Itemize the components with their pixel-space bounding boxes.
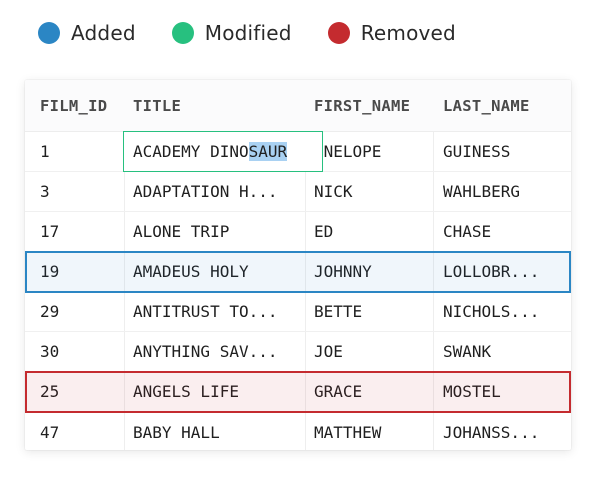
column-header-film-id[interactable]: FILM_ID [40, 96, 108, 115]
cell-last-name[interactable]: JOHANSS... [443, 422, 540, 442]
column-divider [305, 80, 306, 450]
cell-first-name[interactable]: BETTE [314, 302, 363, 321]
cell-film-id[interactable]: 47 [40, 422, 60, 442]
legend: Added Modified Removed [38, 20, 456, 46]
cell-first-name[interactable]: NICK [314, 182, 353, 201]
cell-first-name[interactable]: MATTHEW [314, 422, 382, 442]
legend-label-added: Added [71, 21, 136, 45]
removed-dot-icon [327, 22, 350, 44]
cell-last-name[interactable]: GUINESS [443, 142, 511, 161]
cell-title[interactable]: ANTITRUST TO... [133, 302, 278, 321]
cell-first-name[interactable]: JOE [314, 342, 343, 361]
table-row[interactable]: 17 ALONE TRIP ED CHASE [25, 212, 571, 252]
cell-title[interactable]: BABY HALL [133, 422, 220, 442]
column-divider [433, 80, 434, 450]
modified-dot-icon [171, 22, 194, 44]
cell-first-name[interactable]: ENELOPE [314, 142, 382, 161]
modified-cell-editor[interactable]: ACADEMY DINO SAUR [133, 132, 288, 171]
cell-film-id[interactable]: 29 [40, 302, 60, 321]
modified-title-text: ACADEMY DINO [133, 142, 249, 161]
added-dot-icon [38, 22, 60, 44]
legend-label-removed: Removed [360, 21, 456, 45]
cell-title[interactable]: AMADEUS HOLY [133, 262, 249, 281]
cell-first-name[interactable]: JOHNNY [314, 262, 372, 281]
cell-last-name[interactable]: WAHLBERG [443, 182, 521, 201]
added-row-highlight [25, 251, 571, 293]
cell-film-id[interactable]: 19 [40, 262, 60, 281]
table-row[interactable]: 30 ANYTHING SAV... JOE SWANK [25, 332, 571, 372]
column-divider [124, 80, 125, 450]
column-header-first-name[interactable]: FIRST_NAME [314, 96, 411, 115]
column-header-title[interactable]: TITLE [133, 96, 182, 115]
cell-first-name[interactable]: ED [314, 222, 334, 241]
table-row[interactable]: 19 AMADEUS HOLY JOHNNY LOLLOBR... [25, 252, 571, 292]
cell-last-name[interactable]: CHASE [443, 222, 492, 241]
cell-film-id[interactable]: 25 [40, 382, 60, 401]
legend-item-modified: Modified [171, 21, 292, 45]
cell-last-name[interactable]: SWANK [443, 342, 492, 361]
table-header-row: FILM_ID TITLE FIRST_NAME LAST_NAME [25, 80, 571, 132]
table-row[interactable]: 47 BABY HALL MATTHEW JOHANSS... [25, 412, 571, 450]
cell-title[interactable]: ADAPTATION H... [133, 182, 278, 201]
table-row[interactable]: 3 ADAPTATION H... NICK WAHLBERG [25, 172, 571, 212]
cell-film-id[interactable]: 30 [40, 342, 60, 361]
column-header-last-name[interactable]: LAST_NAME [443, 96, 530, 115]
legend-item-removed: Removed [327, 21, 456, 45]
legend-label-modified: Modified [204, 21, 292, 45]
removed-row-highlight [25, 371, 571, 413]
modified-cell-highlight[interactable]: ACADEMY DINO SAUR [123, 131, 323, 172]
cell-last-name[interactable]: MOSTEL [443, 382, 501, 401]
cell-title[interactable]: ANYTHING SAV... [133, 342, 278, 361]
cell-film-id[interactable]: 1 [40, 142, 50, 161]
cell-first-name[interactable]: GRACE [314, 382, 363, 401]
cell-title[interactable]: ANGELS LIFE [133, 382, 239, 401]
cell-film-id[interactable]: 3 [40, 182, 50, 201]
table-row[interactable]: 29 ANTITRUST TO... BETTE NICHOLS... [25, 292, 571, 332]
cell-last-name[interactable]: NICHOLS... [443, 302, 540, 321]
cell-last-name[interactable]: LOLLOBR... [443, 262, 540, 281]
legend-item-added: Added [38, 21, 136, 45]
cell-title[interactable]: ALONE TRIP [133, 222, 230, 241]
modified-selected-text: SAUR [248, 142, 288, 161]
cell-film-id[interactable]: 17 [40, 222, 60, 241]
